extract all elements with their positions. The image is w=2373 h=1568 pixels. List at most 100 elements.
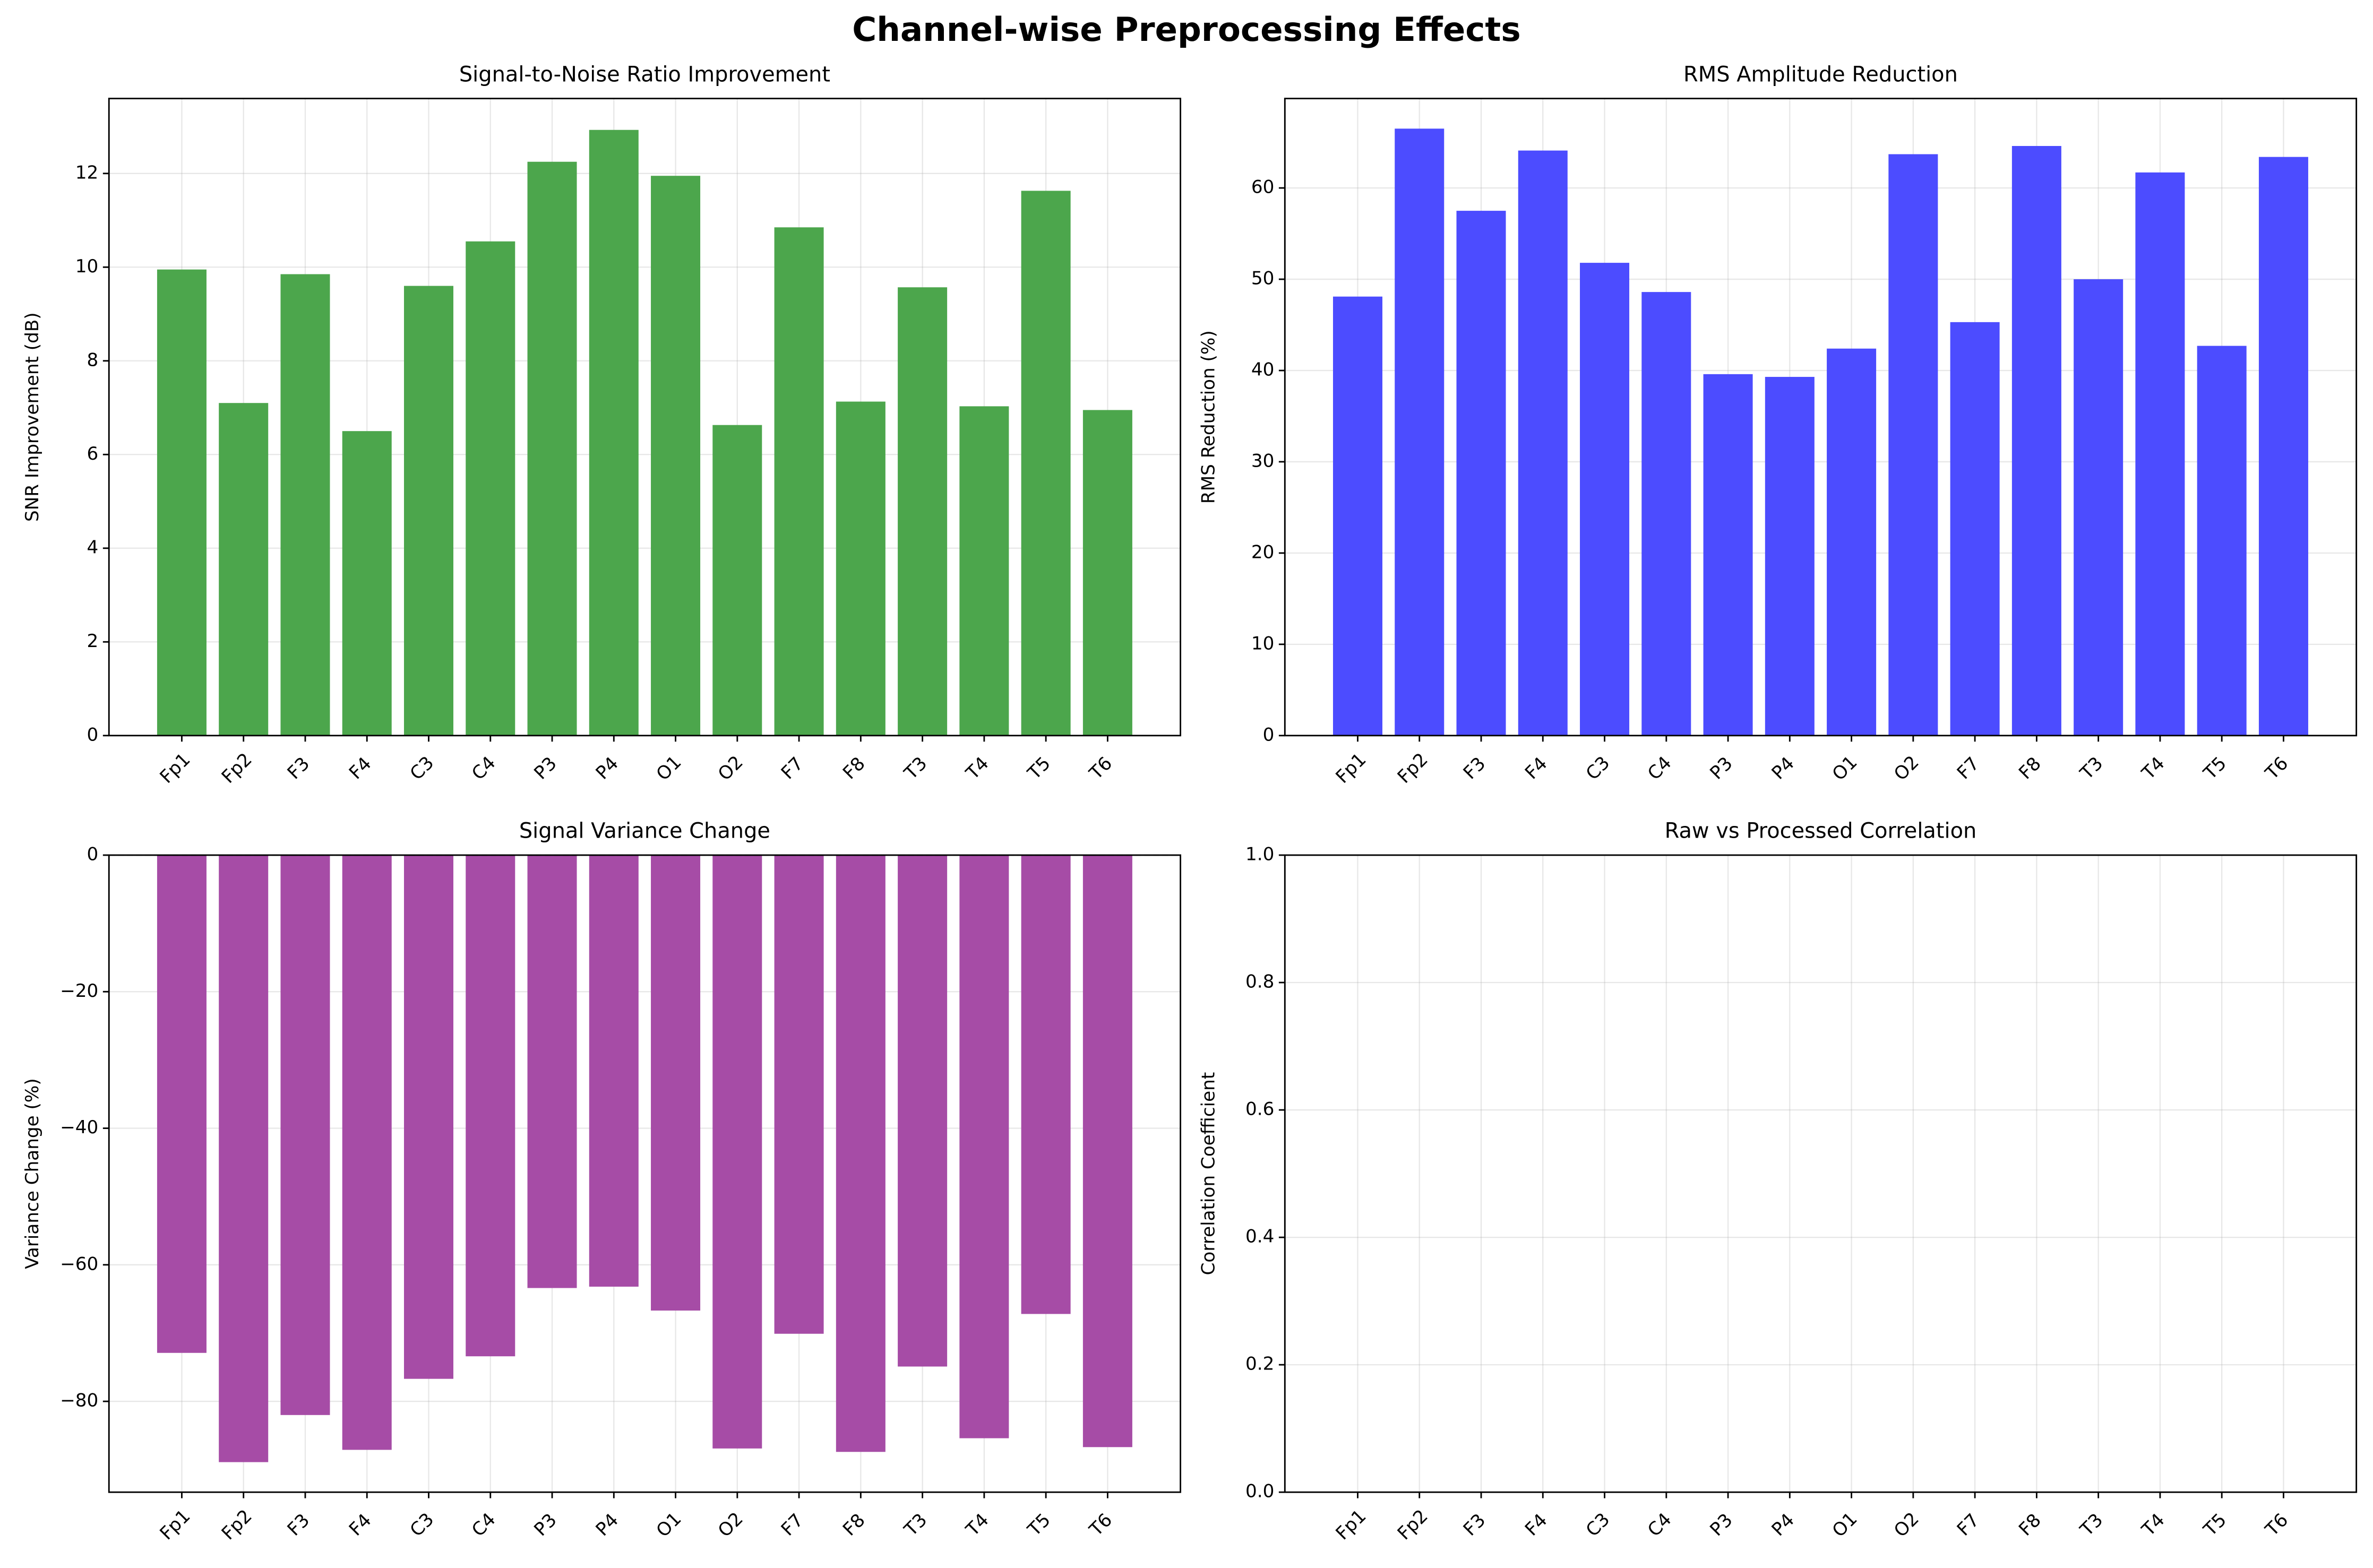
x-tick-label: P4 <box>592 753 623 783</box>
bar <box>403 286 454 736</box>
bar <box>2135 172 2185 736</box>
bar <box>774 227 824 736</box>
bar <box>527 161 577 736</box>
bar <box>157 269 207 736</box>
x-tick-label: Fp1 <box>156 1505 195 1544</box>
x-tick-label: C4 <box>1644 752 1676 785</box>
y-tick-label: 10 <box>75 256 99 277</box>
y-tick-label: −20 <box>60 980 98 1002</box>
bar <box>1827 348 1877 736</box>
x-tick-label: F8 <box>2015 1510 2045 1540</box>
x-tick-label: F7 <box>777 1510 808 1540</box>
x-tick-label: T5 <box>1024 753 1055 784</box>
x-tick-label: T6 <box>2261 753 2292 784</box>
x-tick-label: F4 <box>345 753 376 784</box>
y-tick-label: 1.0 <box>1245 843 1274 865</box>
y-tick-label: 2 <box>87 631 99 652</box>
bar <box>1332 296 1382 736</box>
chart-title: RMS Amplitude Reduction <box>1683 62 1958 87</box>
x-tick-label: T4 <box>2138 753 2169 784</box>
chart-title: Raw vs Processed Correlation <box>1665 819 1977 843</box>
y-axis-label: SNR Improvement (dB) <box>22 312 43 522</box>
x-tick-label: C4 <box>1644 1509 1676 1541</box>
bar <box>2197 346 2247 736</box>
y-tick-label: 40 <box>1251 359 1275 380</box>
y-axis-label: Correlation Coefficient <box>1198 1072 1219 1276</box>
y-tick-label: 10 <box>1251 633 1275 654</box>
x-tick-label: P3 <box>1706 1510 1736 1540</box>
x-tick-label: O1 <box>652 752 686 785</box>
y-tick-label: 12 <box>75 162 99 183</box>
bar <box>651 176 701 736</box>
x-tick-label: O1 <box>1828 752 1862 785</box>
x-tick-label: F3 <box>1459 753 1490 784</box>
bar <box>1641 292 1691 736</box>
bar <box>651 855 701 1311</box>
x-tick-label: P3 <box>530 753 561 783</box>
x-tick-label: O2 <box>1890 752 1923 785</box>
x-tick-label: F7 <box>1953 753 1984 784</box>
bar <box>1082 410 1132 736</box>
x-tick-label: C3 <box>1582 1509 1614 1541</box>
y-tick-label: −60 <box>60 1253 98 1274</box>
y-tick-label: 0.2 <box>1245 1354 1274 1375</box>
bar <box>466 855 515 1357</box>
bar <box>774 855 824 1334</box>
x-tick-label: T4 <box>2138 1510 2169 1541</box>
x-tick-label: Fp2 <box>218 1505 256 1544</box>
bar <box>157 855 207 1353</box>
y-tick-label: 6 <box>87 443 99 464</box>
x-tick-label: C4 <box>468 752 500 785</box>
x-tick-label: P3 <box>1706 753 1736 783</box>
x-tick-label: Fp1 <box>156 749 195 788</box>
bar <box>1703 374 1753 736</box>
bar <box>1950 322 2000 736</box>
axes-frame <box>1284 854 2358 1493</box>
x-tick-label: O1 <box>1828 1508 1862 1541</box>
x-tick-label: F8 <box>839 753 870 784</box>
x-tick-label: T5 <box>2199 1510 2231 1541</box>
x-tick-label: T6 <box>2261 1510 2292 1541</box>
x-tick-label: Fp2 <box>218 749 256 788</box>
x-tick-label: C3 <box>1582 752 1614 785</box>
axes-frame <box>108 98 1182 737</box>
y-tick-label: 0.8 <box>1245 971 1274 993</box>
x-tick-label: O2 <box>1890 1508 1923 1541</box>
bar <box>219 403 269 736</box>
x-tick-label: F4 <box>345 1510 376 1540</box>
bar <box>1021 191 1071 736</box>
y-tick-label: 30 <box>1251 450 1275 471</box>
x-tick-label: Fp1 <box>1332 749 1371 788</box>
bar <box>1765 377 1815 736</box>
bar <box>959 855 1009 1438</box>
bar <box>898 287 948 736</box>
x-tick-label: P4 <box>1768 753 1799 783</box>
x-tick-label: T4 <box>961 1510 993 1541</box>
x-tick-label: T3 <box>2076 753 2107 784</box>
x-tick-label: O2 <box>714 1508 747 1541</box>
bar <box>280 274 330 736</box>
axes-frame <box>1284 98 2358 737</box>
bar <box>1518 150 1568 736</box>
x-tick-label: Fp2 <box>1394 749 1432 788</box>
bar <box>466 241 515 736</box>
bar <box>2011 146 2061 736</box>
y-tick-label: 4 <box>87 537 99 558</box>
y-tick-label: 60 <box>1251 177 1275 198</box>
chart-title: Signal Variance Change <box>519 819 770 843</box>
x-tick-label: F4 <box>1521 1510 1552 1540</box>
bar <box>1580 263 1630 736</box>
bar <box>589 855 639 1287</box>
bar <box>836 401 885 736</box>
x-tick-label: T5 <box>1024 1510 1055 1541</box>
bar <box>836 855 885 1452</box>
x-tick-label: T6 <box>1085 1510 1116 1541</box>
x-tick-label: T3 <box>900 1510 931 1541</box>
bar <box>342 855 392 1450</box>
x-tick-label: T3 <box>900 753 931 784</box>
x-tick-label: F7 <box>777 753 808 784</box>
bar <box>1456 211 1506 736</box>
y-tick-label: −40 <box>60 1117 98 1138</box>
y-axis-label: Variance Change (%) <box>22 1078 43 1269</box>
x-tick-label: C3 <box>406 752 439 785</box>
